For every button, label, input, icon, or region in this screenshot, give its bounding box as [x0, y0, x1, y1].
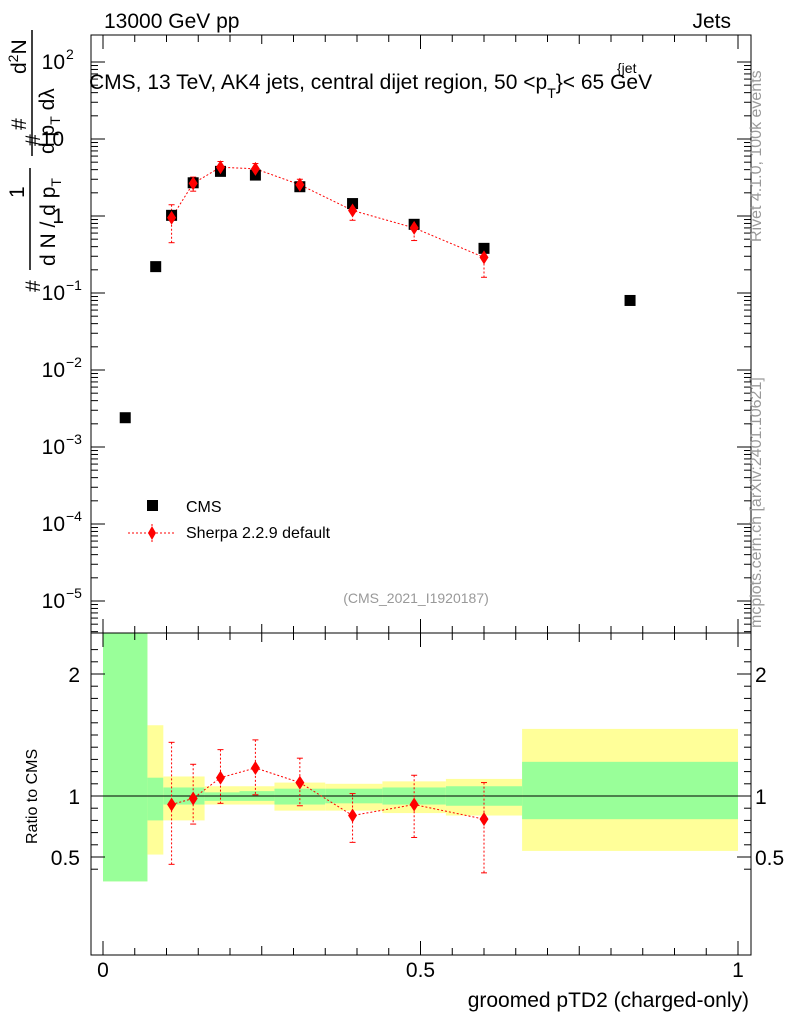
plot-title-end: }< 65 GeV	[556, 71, 652, 94]
main-y-tick-label: 10	[42, 436, 65, 459]
ratio-y-tick-label-right: 0.5	[755, 847, 784, 870]
ratio-band-inner	[147, 777, 164, 821]
ratio-band-inner	[274, 788, 326, 805]
mc-point	[409, 220, 419, 235]
ratio-band-inner	[103, 633, 148, 882]
ratio-mc-point	[295, 775, 305, 790]
mc-point	[250, 161, 260, 176]
mc-point	[188, 176, 198, 191]
header-right: Jets	[692, 10, 731, 33]
y-label-hash-3: #	[22, 134, 45, 146]
main-y-axis-label: 1 d N / d pT # d2N # d pT dλ #	[5, 30, 64, 292]
mc-error-bars	[168, 161, 487, 278]
main-y-tick-label: 10	[42, 359, 65, 382]
main-y-tick-label: 1	[52, 205, 64, 228]
y-label-one: 1	[6, 186, 29, 198]
ratio-mc-point	[167, 797, 177, 812]
main-y-tick-exponent: −5	[66, 585, 82, 601]
ratio-mc-line	[171, 767, 485, 820]
mc-point	[167, 210, 177, 225]
x-tick-label: 0	[97, 959, 109, 982]
cms-data-point	[478, 242, 490, 254]
main-y-tick-exponent: −4	[66, 508, 82, 524]
legend-marker-cms	[147, 500, 158, 511]
main-y-tick-label: 10	[42, 282, 65, 305]
mcplots-label: mcplots.cern.ch [arXiv:2401.10621]	[748, 377, 765, 628]
ratio-y-axis-ticks: 0.5 0.5 1 1 2 2	[51, 649, 784, 870]
main-panel-frame	[90, 34, 752, 634]
rivet-label: Rivet 4.1.0, 100k events	[748, 70, 765, 242]
ratio-mc-point	[409, 797, 419, 812]
mc-point	[215, 160, 225, 175]
legend-label-cms: CMS	[186, 499, 222, 516]
plot-title-main: CMS, 13 TeV, AK4 jets, central dijet reg…	[89, 71, 547, 94]
x-axis-label: groomed pTD2 (charged-only)	[468, 989, 749, 1012]
plot-title-sub: T	[547, 85, 556, 101]
ratio-mc-point	[479, 812, 489, 827]
main-y-tick-label: 10	[42, 51, 65, 74]
mc-point	[348, 203, 358, 218]
mc-point	[479, 250, 489, 265]
y-label-hash-2: #	[8, 118, 31, 130]
cms-data-point	[624, 294, 636, 306]
analysis-id: (CMS_2021_I1920187)	[343, 590, 489, 606]
ratio-y-tick-label-right: 2	[755, 664, 767, 687]
y-label-denominator: d N / d pT	[37, 178, 64, 266]
ratio-band-inner	[204, 792, 240, 801]
ratio-mc-point	[348, 808, 358, 823]
main-y-tick-exponent: −3	[66, 431, 82, 447]
legend-label-mc: Sherpa 2.2.9 default	[186, 525, 331, 542]
x-tick-label: 0.5	[406, 959, 435, 982]
x-axis-ticks: 0 0.5 1	[97, 35, 744, 982]
ratio-y-tick-label: 2	[68, 664, 80, 687]
main-y-tick-label: 10	[41, 128, 64, 151]
main-y-tick-exponent: 2	[66, 46, 74, 62]
legend: CMS Sherpa 2.2.9 default	[128, 499, 331, 542]
main-y-tick-label: 10	[42, 590, 65, 613]
cms-data-point	[119, 412, 131, 424]
ratio-band-inner	[522, 761, 738, 820]
plot-title-sup: {jet	[617, 60, 637, 76]
main-y-tick-exponent: −2	[66, 354, 82, 370]
ratio-y-tick-label: 0.5	[51, 847, 80, 870]
plot-title: CMS, 13 TeV, AK4 jets, central dijet reg…	[89, 71, 652, 101]
mc-curve-line	[171, 166, 485, 258]
cms-data-markers	[119, 165, 636, 424]
y-label-numerator: d2N	[5, 39, 31, 74]
mc-point	[295, 177, 305, 192]
x-tick-label: 1	[732, 959, 744, 982]
mc-markers	[167, 160, 489, 265]
ratio-y-label: Ratio to CMS	[24, 749, 41, 844]
legend-marker-mc	[148, 526, 156, 540]
ratio-mc-point	[188, 791, 198, 806]
main-y-tick-exponent: −1	[66, 277, 82, 293]
ratio-bands	[103, 633, 738, 882]
cms-data-point	[150, 261, 162, 273]
main-y-tick-label: 10	[42, 513, 65, 536]
y-label-hash-1: #	[22, 280, 45, 292]
ratio-mc-point	[215, 770, 225, 785]
ratio-mc-points	[167, 739, 489, 874]
header-left: 13000 GeV pp	[104, 10, 239, 33]
mc-line	[171, 166, 485, 258]
ratio-y-tick-label-right: 1	[755, 786, 767, 809]
ratio-y-tick-label: 1	[68, 786, 80, 809]
ratio-mc-point	[250, 760, 260, 775]
